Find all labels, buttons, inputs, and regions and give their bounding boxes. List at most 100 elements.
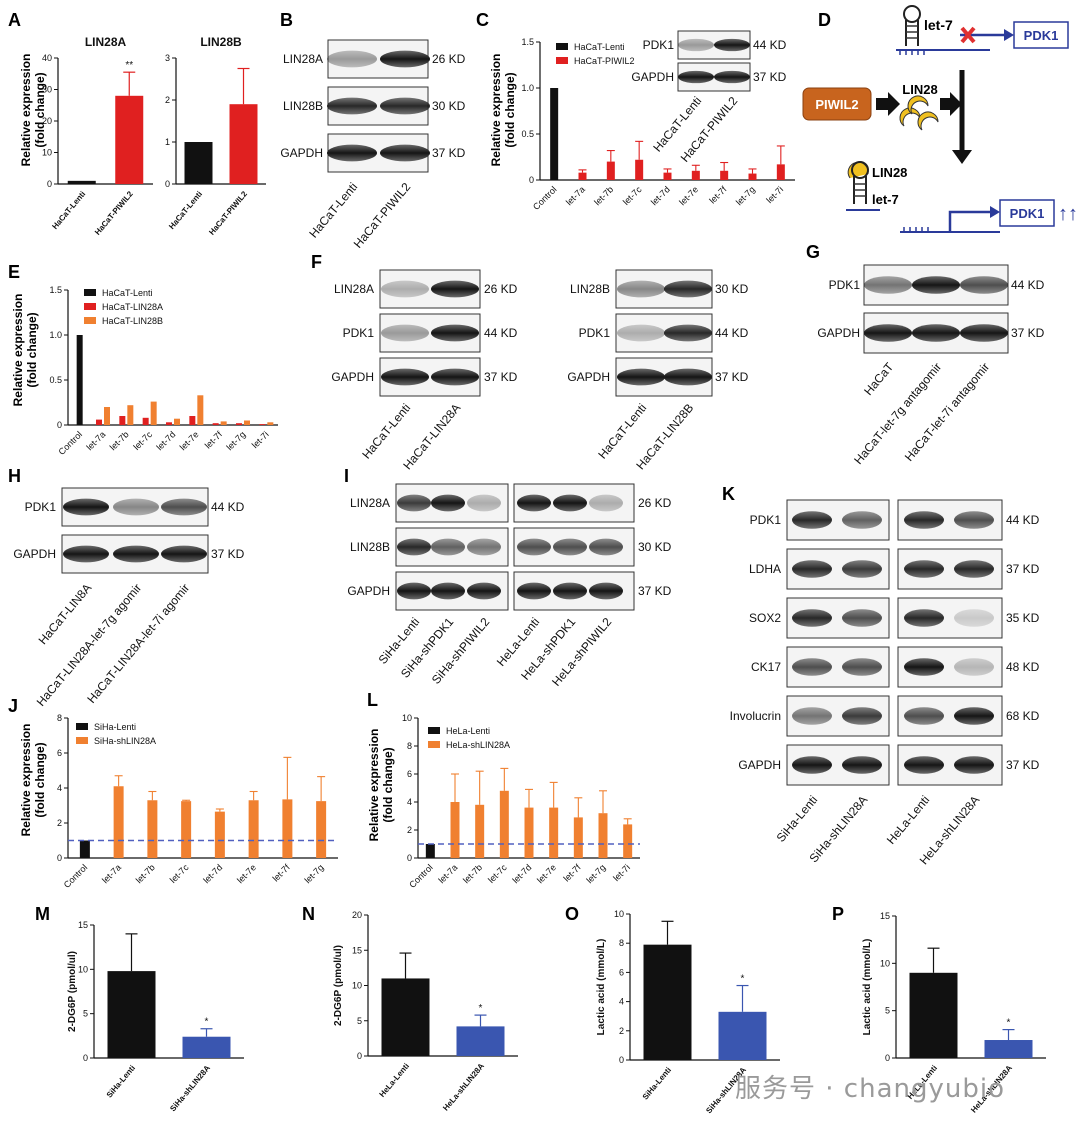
y-tick-label: 10 <box>352 981 362 991</box>
x-tick-label: Control <box>407 862 435 890</box>
blot-band <box>161 545 207 563</box>
blot-band <box>553 538 587 556</box>
blot-band <box>431 582 465 600</box>
y-tick-label: 0 <box>47 179 52 189</box>
bar <box>578 172 587 180</box>
protein-label: CK17 <box>751 660 781 674</box>
kd-label: 48 KD <box>1006 660 1040 674</box>
lin28-label-bottom: LIN28 <box>872 165 907 180</box>
blot-band <box>664 280 712 298</box>
x-tick-label: SiHa-shLIN28A <box>168 1063 212 1113</box>
panel-letter-h: H <box>8 466 21 486</box>
a-ylabel: Relative expression (fold change) <box>19 54 47 167</box>
y-tick-label: 8 <box>619 938 624 948</box>
protein-label: PDK1 <box>343 326 375 340</box>
blot-band <box>63 498 109 516</box>
kd-label: 37 KD <box>211 547 245 561</box>
blot-band <box>678 38 714 52</box>
bar <box>115 95 144 184</box>
bar <box>282 799 293 858</box>
y-tick-label: 0 <box>83 1053 88 1063</box>
pdk1-label-top: PDK1 <box>1024 28 1059 43</box>
lane-label: SiHa-Lenti <box>774 793 821 845</box>
bar <box>147 800 158 858</box>
x-tick-label: let-7e <box>677 184 700 207</box>
bar <box>720 170 729 180</box>
x-tick-label: let-7c <box>131 429 154 452</box>
y-tick-label: 10 <box>880 958 890 968</box>
y-tick-label: 6 <box>57 748 62 758</box>
bar <box>174 418 180 425</box>
protein-label: PDK1 <box>579 326 611 340</box>
x-tick-label: HaCaT-Lenti <box>50 190 87 232</box>
blot-band <box>954 560 994 578</box>
kd-label: 44 KD <box>715 326 749 340</box>
y-axis-label: 2-DG6P (pmol/ul) <box>333 945 344 1026</box>
blot-band <box>792 756 832 774</box>
chart-a: 0 10 20 30 40 HaCaT-Lenti ** HaCaT-PIWIL2 LIN28A <box>42 35 153 237</box>
panel-letter-p: P <box>832 904 844 924</box>
panel-letter-i: I <box>344 466 349 486</box>
blot-band <box>904 658 944 676</box>
blot-band <box>954 658 994 676</box>
chart-m: 0 5 10 15 SiHa-Lenti * SiHa-shLIN28A 2-DG6P (pm… <box>67 920 244 1113</box>
bar <box>573 817 583 858</box>
let7-label: let-7 <box>924 17 953 33</box>
blot-band <box>161 498 207 516</box>
blot-band <box>664 368 712 386</box>
c-ylabel: Relative expression (fold change) <box>489 54 517 167</box>
bar <box>107 971 156 1058</box>
blot-band <box>842 707 882 725</box>
panel-letter-b: B <box>280 10 293 30</box>
y-tick-label: 0 <box>885 1053 890 1063</box>
legend-swatch <box>556 57 568 64</box>
y-tick-label: 1.5 <box>49 285 62 295</box>
panel-letter-j: J <box>8 696 18 716</box>
bar <box>598 813 608 858</box>
blot-band <box>113 498 159 516</box>
blot-band <box>842 560 882 578</box>
protein-label: PDK1 <box>750 513 782 527</box>
legend-label: HeLa-shLIN28A <box>446 740 510 750</box>
y-tick-label: 30 <box>42 85 52 95</box>
x-tick-label: let-7c <box>168 862 191 885</box>
blot-band <box>842 609 882 627</box>
blot-band <box>842 511 882 529</box>
y-tick-label: 5 <box>83 1009 88 1019</box>
significance-label: * <box>1007 1018 1011 1029</box>
e-ylabel: Relative expression (fold change) <box>11 294 39 407</box>
blot-band <box>714 70 750 84</box>
bar <box>229 104 258 184</box>
watermark: 服务号 · changyubio <box>735 1074 1005 1104</box>
blot-band <box>904 511 944 529</box>
let7-hairpin-icon <box>896 5 990 55</box>
blot-band <box>397 538 431 556</box>
bar <box>67 180 96 184</box>
x-tick-label: let-7b <box>108 429 131 452</box>
x-tick-label: let-7e <box>535 862 558 885</box>
x-tick-label: let-7g <box>584 862 607 885</box>
y-tick-label: 20 <box>42 116 52 126</box>
panel-letter-c: C <box>476 10 489 30</box>
y-tick-label: 2 <box>165 95 170 105</box>
y-tick-label: 0 <box>57 420 62 430</box>
y-tick-label: 0 <box>165 179 170 189</box>
svg-text:(fold change): (fold change) <box>33 742 47 817</box>
blot-band <box>589 494 623 512</box>
lane-label: HaCaT-LIN28A-let-7i agomir <box>84 581 192 706</box>
blot-band <box>714 38 750 52</box>
y-tick-label: 6 <box>619 967 624 977</box>
x-tick-label: Control <box>62 862 90 890</box>
blot-band <box>842 658 882 676</box>
blot-band <box>904 609 944 627</box>
kd-label: 44 KD <box>1006 513 1040 527</box>
bar <box>549 807 559 858</box>
blot-band <box>327 144 377 162</box>
protein-label: LDHA <box>749 562 781 576</box>
bar <box>182 1036 231 1058</box>
legend-swatch <box>84 317 96 324</box>
kd-label: 26 KD <box>638 496 672 510</box>
y-tick-label: 15 <box>352 945 362 955</box>
